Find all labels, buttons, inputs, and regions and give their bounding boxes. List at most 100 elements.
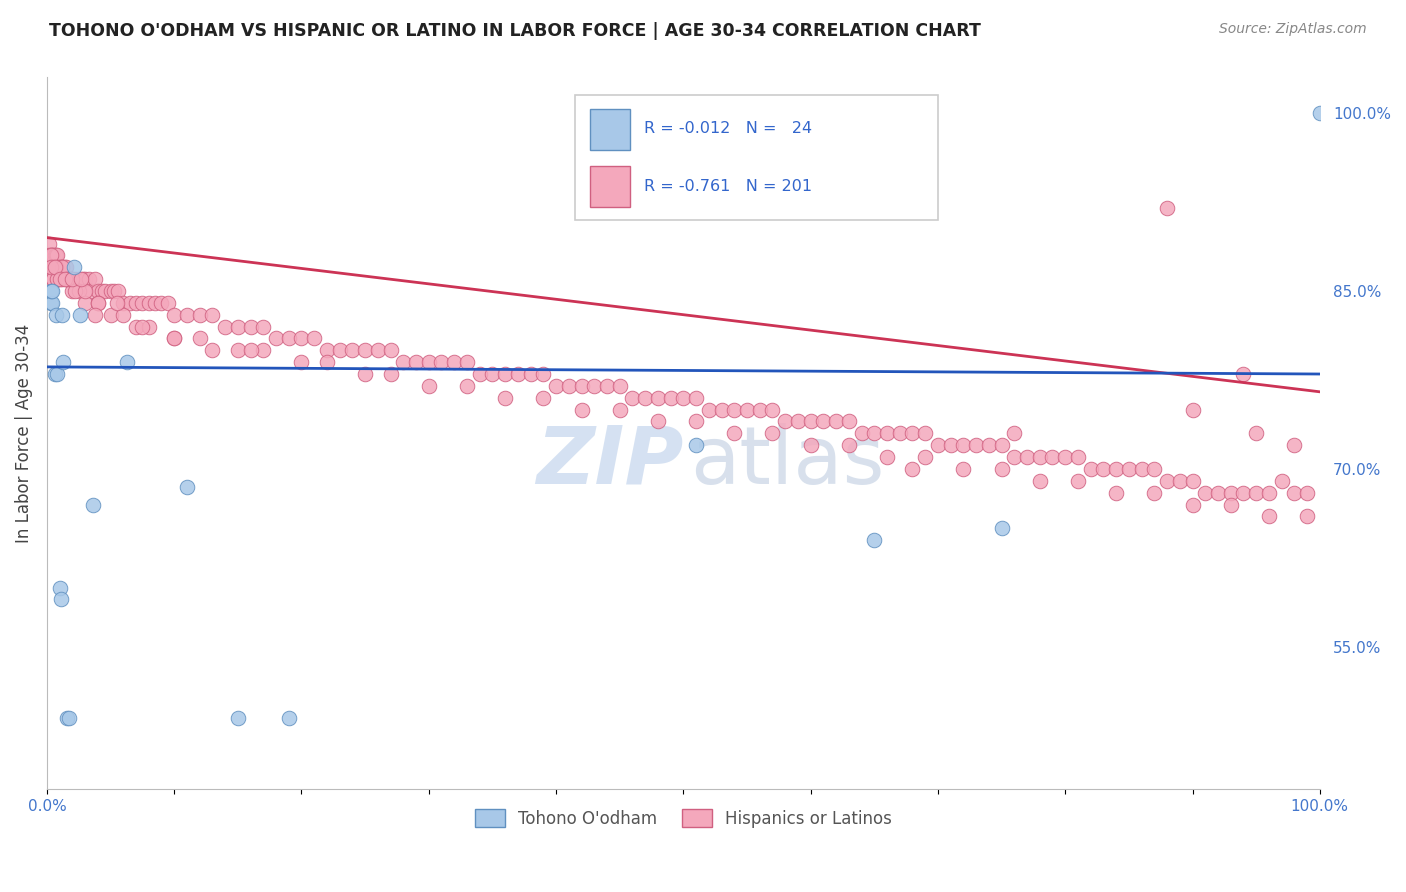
Point <box>103 284 125 298</box>
Point <box>748 402 770 417</box>
Point <box>990 438 1012 452</box>
Point <box>60 272 83 286</box>
Point <box>49 592 72 607</box>
Y-axis label: In Labor Force | Age 30-34: In Labor Force | Age 30-34 <box>15 324 32 543</box>
Point <box>1181 498 1204 512</box>
Point <box>42 272 65 286</box>
Point <box>596 379 619 393</box>
Point <box>55 260 77 275</box>
Point <box>609 402 631 417</box>
Point <box>87 284 110 298</box>
Point <box>876 426 898 441</box>
Point <box>1206 485 1229 500</box>
Point <box>685 414 707 428</box>
Point <box>380 343 402 358</box>
Point <box>42 272 65 286</box>
Point <box>571 402 593 417</box>
Point <box>45 260 67 275</box>
Point <box>838 414 860 428</box>
Point <box>201 343 224 358</box>
Point <box>1143 462 1166 476</box>
Point <box>42 260 65 275</box>
Point <box>380 367 402 381</box>
Point <box>39 260 62 275</box>
Point <box>1284 438 1306 452</box>
Point <box>1271 474 1294 488</box>
Point <box>939 438 962 452</box>
Point <box>965 438 987 452</box>
Point <box>1054 450 1077 464</box>
Point <box>697 402 720 417</box>
Point <box>1105 485 1128 500</box>
Point <box>46 272 69 286</box>
Point <box>84 272 107 286</box>
Point <box>107 284 129 298</box>
Point <box>48 260 70 275</box>
Point <box>1080 462 1102 476</box>
Point <box>685 438 707 452</box>
Point <box>1257 509 1279 524</box>
Point <box>1284 485 1306 500</box>
Point <box>39 260 62 275</box>
Point <box>1042 450 1064 464</box>
Point <box>39 284 62 298</box>
Point <box>60 272 83 286</box>
Point <box>44 260 66 275</box>
Point <box>290 331 312 345</box>
Point <box>67 272 90 286</box>
Point <box>354 367 377 381</box>
Point <box>105 296 128 310</box>
Point <box>1002 450 1025 464</box>
Point <box>226 319 249 334</box>
Point <box>226 343 249 358</box>
Point <box>118 296 141 310</box>
Point <box>56 272 79 286</box>
Point <box>1181 402 1204 417</box>
Point <box>710 402 733 417</box>
Point <box>63 284 86 298</box>
Point <box>46 272 69 286</box>
Point <box>367 343 389 358</box>
Point <box>647 391 669 405</box>
Point <box>46 367 69 381</box>
Point <box>1015 450 1038 464</box>
Point <box>45 260 67 275</box>
Point <box>405 355 427 369</box>
Point <box>990 521 1012 535</box>
Point <box>46 272 69 286</box>
Point <box>56 272 79 286</box>
Point <box>1156 201 1178 215</box>
Point <box>44 248 66 262</box>
Point <box>100 308 122 322</box>
Point <box>977 438 1000 452</box>
Point <box>156 296 179 310</box>
Point <box>901 462 924 476</box>
Point <box>188 308 211 322</box>
Point <box>63 272 86 286</box>
Point <box>39 296 62 310</box>
Point <box>735 402 758 417</box>
Point <box>51 260 73 275</box>
Point <box>60 284 83 298</box>
Point <box>46 272 69 286</box>
Point <box>723 402 745 417</box>
Point <box>72 272 94 286</box>
Point <box>125 319 148 334</box>
Point <box>75 284 97 298</box>
Point <box>927 438 949 452</box>
Point <box>468 367 491 381</box>
Point <box>48 581 70 595</box>
Point <box>1118 462 1140 476</box>
Point <box>290 355 312 369</box>
Point <box>1029 450 1052 464</box>
Point <box>558 379 581 393</box>
Point <box>94 284 117 298</box>
Point <box>60 272 83 286</box>
Point <box>39 248 62 262</box>
Point <box>544 379 567 393</box>
Point <box>342 343 364 358</box>
Point <box>52 355 75 369</box>
Point <box>800 414 823 428</box>
Point <box>1002 426 1025 441</box>
Point <box>163 308 186 322</box>
